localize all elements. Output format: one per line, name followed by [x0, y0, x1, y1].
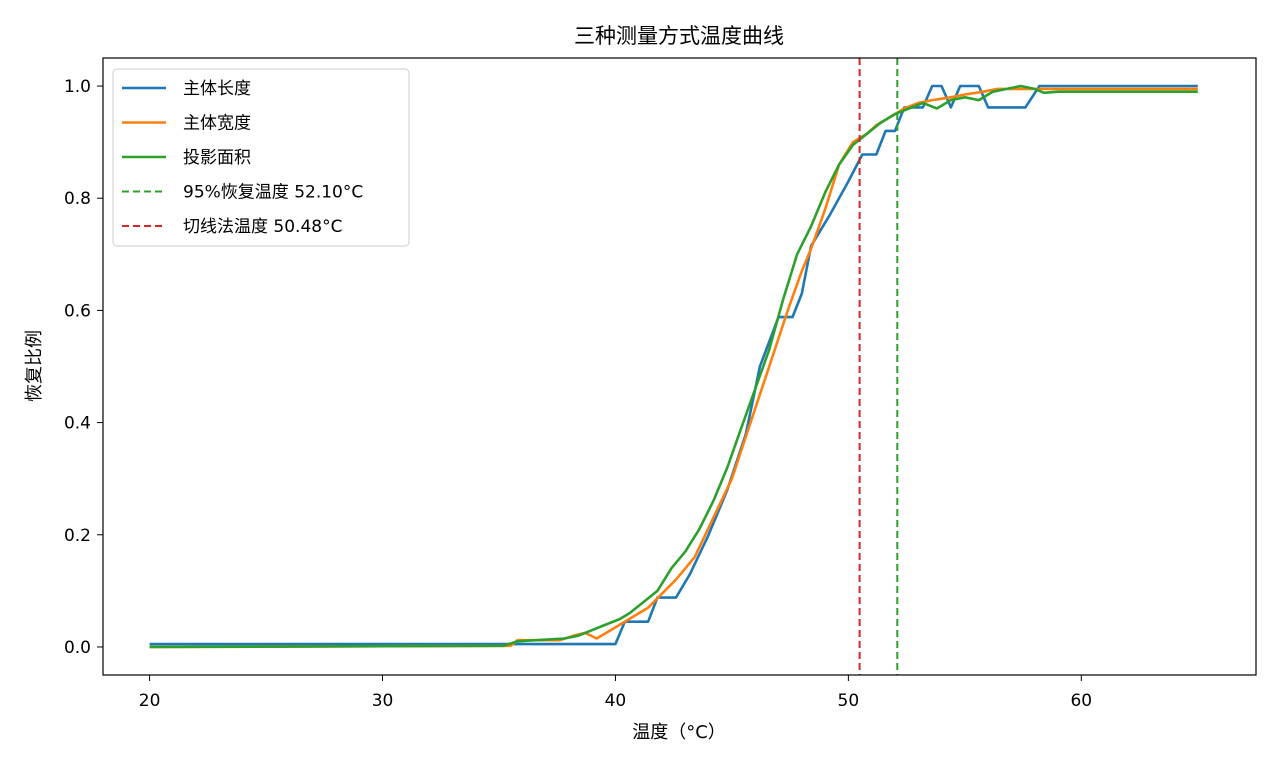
- y-axis-title: 恢复比例: [24, 330, 45, 402]
- legend-label-4: 95%恢复温度 52.10°C: [183, 183, 363, 203]
- series-line-1: [149, 84, 1198, 646]
- y-tick-label-1.0: 1.0: [64, 77, 91, 97]
- legend-label-2: 主体宽度: [183, 114, 251, 134]
- x-tick-label-50: 50: [838, 691, 860, 711]
- plot-frame: [102, 57, 1257, 676]
- y-tick-label-0.6: 0.6: [64, 301, 91, 321]
- axis-ticks: 20 30 40 50 60 0.0 0.2 0.4 0.6 0.8 1.0: [64, 77, 1092, 711]
- series-line-3: [149, 84, 1198, 649]
- y-tick-label-0.8: 0.8: [64, 189, 91, 209]
- plot-area: [149, 58, 1198, 675]
- legend-label-5: 切线法温度 50.48°C: [183, 217, 342, 237]
- series-line-2: [149, 87, 1198, 649]
- y-tick-label-0.4: 0.4: [64, 414, 91, 434]
- y-tick-label-0.0: 0.0: [64, 638, 91, 658]
- x-tick-label-60: 60: [1070, 691, 1092, 711]
- x-axis-title: 温度（°C）: [632, 722, 726, 743]
- legend-label-1: 主体长度: [183, 79, 251, 99]
- legend-box: [112, 68, 410, 247]
- x-tick-label-30: 30: [372, 691, 394, 711]
- y-tick-label-0.2: 0.2: [64, 526, 91, 546]
- x-tick-label-20: 20: [139, 691, 161, 711]
- chart-title: 三种测量方式温度曲线: [574, 24, 784, 48]
- x-tick-label-40: 40: [605, 691, 627, 711]
- legend-label-3: 投影面积: [183, 148, 251, 168]
